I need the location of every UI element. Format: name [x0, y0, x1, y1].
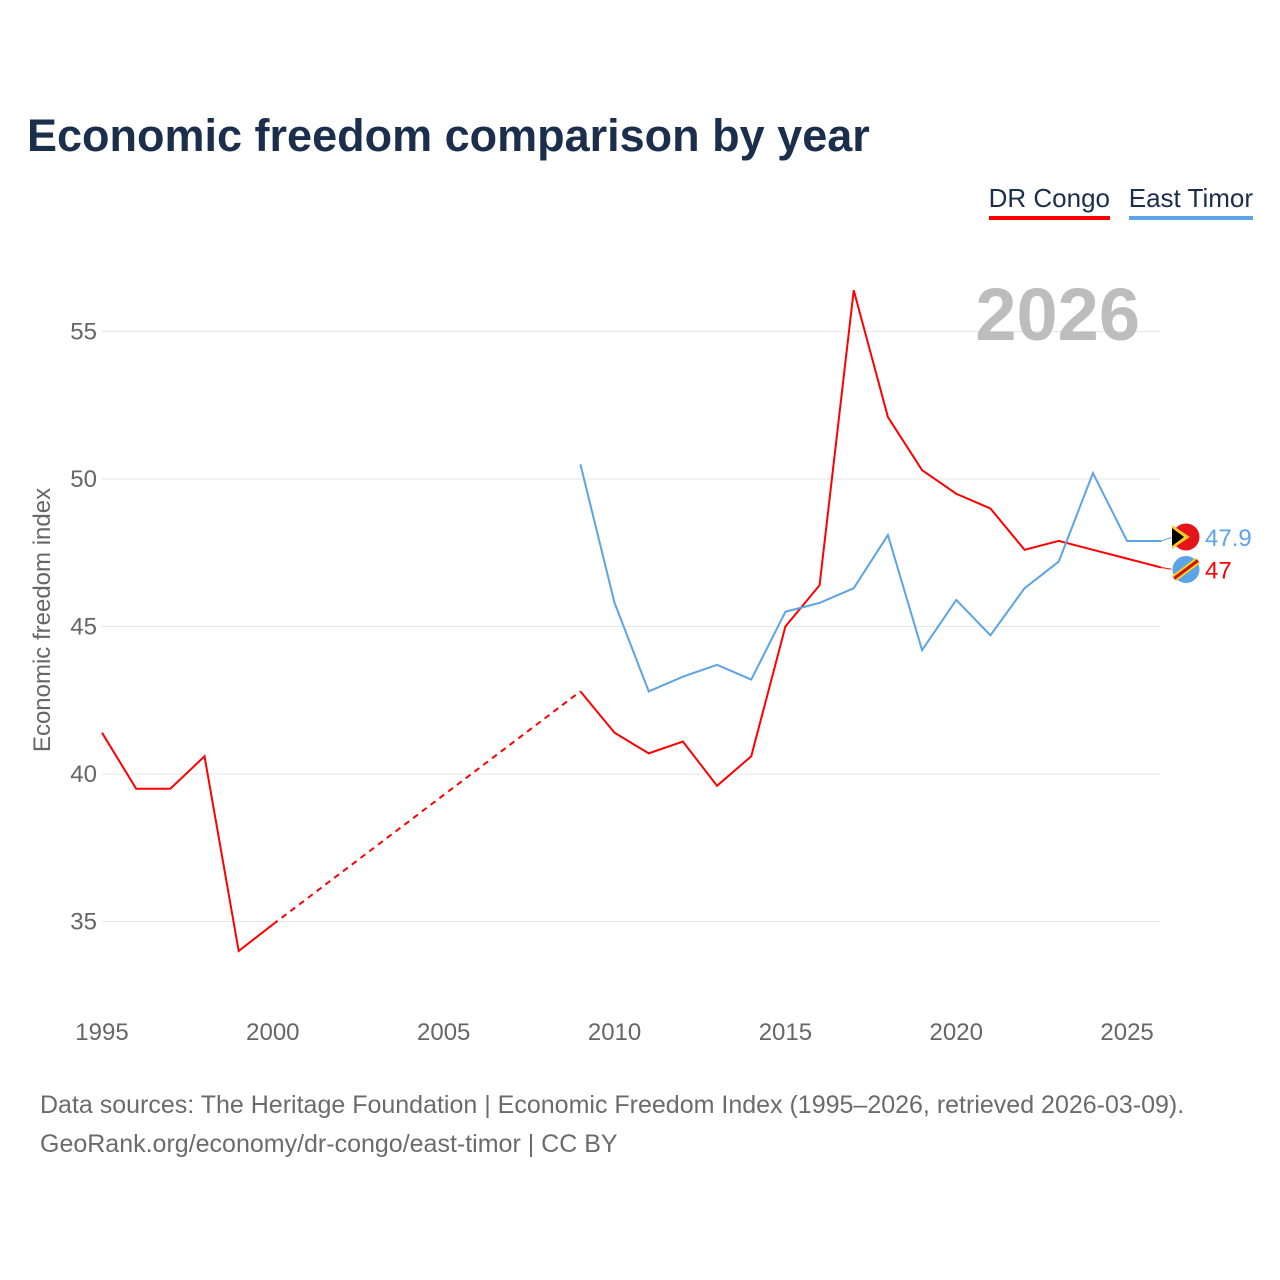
series-line-dr-congo-interpolated: [272, 690, 581, 926]
series-line-dr-congo: [101, 732, 274, 953]
y-tick-label: 50: [70, 466, 97, 493]
legend-item-east-timor[interactable]: East Timor: [1128, 183, 1253, 220]
footer: Data sources: The Heritage Foundation | …: [40, 1086, 1184, 1164]
y-tick-label: 55: [70, 319, 97, 346]
x-tick-label: 2010: [588, 1019, 641, 1046]
chart-title: Economic freedom comparison by year: [27, 110, 870, 161]
x-tick-label: 2005: [417, 1019, 470, 1046]
data-source: Data sources: The Heritage Foundation | …: [40, 1091, 1185, 1119]
y-tick-label: 40: [70, 761, 97, 788]
x-tick-label: 2015: [759, 1019, 812, 1046]
x-tick-label: 1995: [75, 1019, 128, 1046]
series-line-dr-congo: [579, 289, 1162, 788]
x-tick-label: 2000: [246, 1019, 299, 1046]
x-tick-label: 2020: [930, 1019, 983, 1046]
x-tick-label: 2025: [1100, 1019, 1153, 1046]
end-value-label: 47: [1205, 558, 1232, 585]
y-axis-label: Economic freedom index: [29, 488, 56, 752]
end-value-label: 47.9: [1205, 525, 1252, 552]
legend-item-dr-congo[interactable]: DR Congo: [988, 183, 1110, 220]
y-tick-label: 45: [70, 614, 97, 641]
source-link[interactable]: GeoRank.org/economy/dr-congo/east-timor …: [40, 1130, 618, 1158]
year-watermark: 2026: [975, 273, 1140, 356]
series-line-east-timor: [579, 464, 1162, 693]
y-tick-label: 35: [70, 909, 97, 936]
